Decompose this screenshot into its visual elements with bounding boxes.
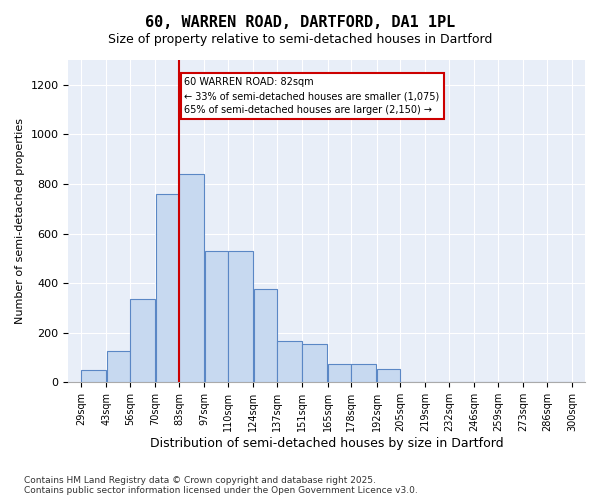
Text: 60 WARREN ROAD: 82sqm
← 33% of semi-detached houses are smaller (1,075)
65% of s: 60 WARREN ROAD: 82sqm ← 33% of semi-deta… [184, 78, 440, 116]
Bar [228, 251, 253, 382]
Bar [352, 364, 376, 382]
Bar [328, 364, 351, 382]
Bar [205, 251, 227, 382]
Text: Size of property relative to semi-detached houses in Dartford: Size of property relative to semi-detach… [108, 32, 492, 46]
Y-axis label: Number of semi-detached properties: Number of semi-detached properties [15, 118, 25, 324]
Text: Contains HM Land Registry data © Crown copyright and database right 2025.
Contai: Contains HM Land Registry data © Crown c… [24, 476, 418, 495]
Bar [82, 370, 106, 382]
Bar [107, 352, 130, 382]
Bar [130, 300, 155, 382]
Bar [254, 290, 277, 382]
Bar [377, 368, 400, 382]
Bar [179, 174, 204, 382]
X-axis label: Distribution of semi-detached houses by size in Dartford: Distribution of semi-detached houses by … [150, 437, 503, 450]
Bar [302, 344, 328, 383]
Bar [277, 342, 302, 382]
Bar [155, 194, 179, 382]
Text: 60, WARREN ROAD, DARTFORD, DA1 1PL: 60, WARREN ROAD, DARTFORD, DA1 1PL [145, 15, 455, 30]
